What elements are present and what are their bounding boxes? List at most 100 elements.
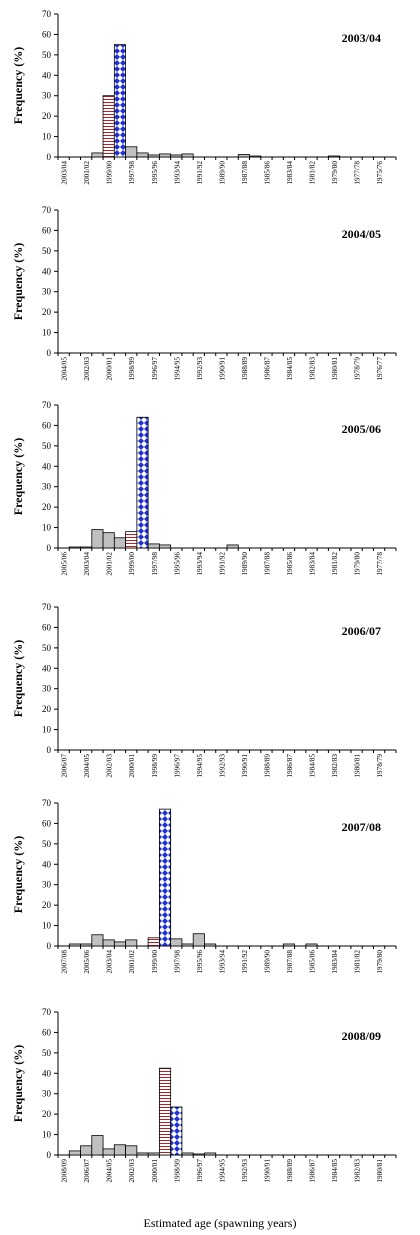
x-tick-label: 1986/87 bbox=[309, 1159, 317, 1183]
chart-title: 2008/09 bbox=[342, 1029, 381, 1043]
x-tick-label: 1999/00 bbox=[151, 950, 159, 974]
y-tick-label: 50 bbox=[42, 441, 52, 451]
x-tick-label: 1992/93 bbox=[241, 1159, 249, 1183]
x-tick-label: 1981/82 bbox=[331, 552, 339, 576]
x-tick-label: 1979/80 bbox=[376, 950, 384, 974]
y-tick-label: 0 bbox=[47, 1150, 52, 1160]
bar bbox=[68, 943, 81, 947]
x-tick-label: 1984/85 bbox=[331, 1159, 339, 1183]
x-tick-label: 1981/82 bbox=[309, 161, 317, 185]
chart-title: 2003/04 bbox=[342, 31, 381, 45]
x-tick-label: 1994/95 bbox=[196, 754, 204, 778]
x-tick-label: 1983/84 bbox=[331, 950, 339, 974]
x-tick-label: 2006/07 bbox=[83, 1159, 91, 1183]
x-tick-label: 1985/86 bbox=[309, 950, 317, 974]
bar bbox=[102, 1148, 115, 1156]
y-tick-label: 30 bbox=[42, 287, 52, 297]
y-tick-label: 70 bbox=[42, 798, 52, 808]
y-axis-label: Frequency (%) bbox=[11, 640, 25, 717]
chart-title: 2007/08 bbox=[342, 820, 381, 834]
y-tick-label: 30 bbox=[42, 482, 52, 492]
bar bbox=[158, 153, 172, 158]
y-axis-label: Frequency (%) bbox=[11, 438, 25, 515]
bar bbox=[237, 154, 250, 158]
bar bbox=[158, 544, 172, 549]
x-tick-label: 1975/76 bbox=[376, 161, 384, 185]
bar bbox=[204, 943, 217, 947]
x-tick-label: 2005/06 bbox=[83, 950, 91, 974]
x-tick-label: 1994/95 bbox=[218, 1159, 226, 1183]
x-tick-label: 2004/05 bbox=[83, 754, 91, 778]
x-tick-label: 2001/02 bbox=[83, 161, 91, 185]
y-tick-label: 70 bbox=[42, 1007, 52, 1017]
x-tick-label: 1989/90 bbox=[263, 950, 271, 974]
bar bbox=[68, 546, 81, 549]
x-tick-label: 1990/91 bbox=[263, 1159, 271, 1183]
chart-panel-2: 0 10 20 30 40 50 60 70 2004/05 2002/03 2000/01 1998… bbox=[11, 205, 397, 381]
x-tick-label: 1995/96 bbox=[173, 552, 181, 576]
bar bbox=[181, 153, 194, 158]
bar-checkered bbox=[113, 44, 127, 158]
bar bbox=[91, 529, 104, 549]
x-tick-label: 1982/83 bbox=[309, 357, 317, 381]
bar bbox=[305, 943, 318, 947]
bar bbox=[125, 939, 138, 947]
x-tick-label: 1982/83 bbox=[354, 1159, 362, 1183]
y-tick-label: 40 bbox=[42, 461, 52, 471]
x-tick-label: 1997/98 bbox=[128, 161, 136, 185]
y-axis-label: Frequency (%) bbox=[11, 47, 25, 124]
bar bbox=[327, 155, 341, 158]
bar-checkered bbox=[158, 808, 172, 947]
chart-panel-3: 0 10 20 30 40 50 60 70 2005/06 2003/04 2001/02 1999… bbox=[11, 400, 397, 576]
x-tick-label: 1977/78 bbox=[376, 552, 384, 576]
x-tick-label: 1984/85 bbox=[286, 357, 294, 381]
bar bbox=[192, 933, 205, 947]
x-tick-label: 2002/03 bbox=[106, 754, 114, 778]
x-tick-label: 1985/86 bbox=[263, 161, 271, 185]
bar-hatched bbox=[147, 937, 160, 947]
x-tick-label: 1992/93 bbox=[218, 754, 226, 778]
x-tick-label: 1984/85 bbox=[309, 754, 317, 778]
bar bbox=[80, 546, 93, 549]
bar bbox=[192, 1153, 205, 1156]
y-axis-label: Frequency (%) bbox=[11, 836, 25, 913]
chart-title: 2006/07 bbox=[342, 624, 381, 638]
y-tick-label: 70 bbox=[42, 205, 52, 215]
bar bbox=[226, 544, 239, 549]
bar bbox=[80, 1145, 93, 1156]
x-tick-label: 2000/01 bbox=[106, 357, 114, 381]
x-tick-label: 1980/81 bbox=[354, 754, 362, 778]
bar bbox=[249, 155, 262, 158]
bar bbox=[68, 1150, 81, 1156]
x-tick-label: 1982/83 bbox=[331, 754, 339, 778]
y-tick-label: 0 bbox=[47, 745, 52, 755]
bar bbox=[91, 1135, 104, 1156]
x-tick-label: 1996/97 bbox=[173, 754, 181, 778]
y-tick-label: 20 bbox=[42, 307, 52, 317]
x-tick-label: 1987/88 bbox=[263, 552, 271, 576]
x-tick-label: 1993/94 bbox=[196, 552, 204, 576]
x-tick-label: 1990/91 bbox=[241, 754, 249, 778]
x-tick-label: 1985/86 bbox=[286, 552, 294, 576]
x-tick-label: 1991/92 bbox=[241, 950, 249, 974]
bar bbox=[204, 1152, 217, 1156]
bar bbox=[125, 146, 138, 158]
chart-title: 2005/06 bbox=[342, 422, 381, 436]
bar bbox=[102, 939, 115, 947]
x-tick-label: 1987/88 bbox=[286, 950, 294, 974]
x-tick-label: 1997/98 bbox=[173, 950, 181, 974]
y-tick-label: 40 bbox=[42, 663, 52, 673]
x-tick-label: 1986/87 bbox=[263, 357, 271, 381]
y-tick-label: 10 bbox=[42, 921, 52, 931]
y-tick-label: 60 bbox=[42, 225, 52, 235]
y-tick-label: 10 bbox=[42, 1130, 52, 1140]
x-tick-label: 1999/00 bbox=[106, 161, 114, 185]
x-tick-label: 2005/06 bbox=[61, 552, 69, 576]
x-tick-label: 1998/99 bbox=[128, 357, 136, 381]
x-tick-label: 1993/94 bbox=[218, 950, 226, 974]
y-tick-label: 50 bbox=[42, 1048, 52, 1058]
x-tick-label: 1986/87 bbox=[286, 754, 294, 778]
y-axis-label: Frequency (%) bbox=[11, 1045, 25, 1122]
x-tick-label: 2008/09 bbox=[61, 1159, 69, 1183]
x-tick-label: 1988/89 bbox=[286, 1159, 294, 1183]
